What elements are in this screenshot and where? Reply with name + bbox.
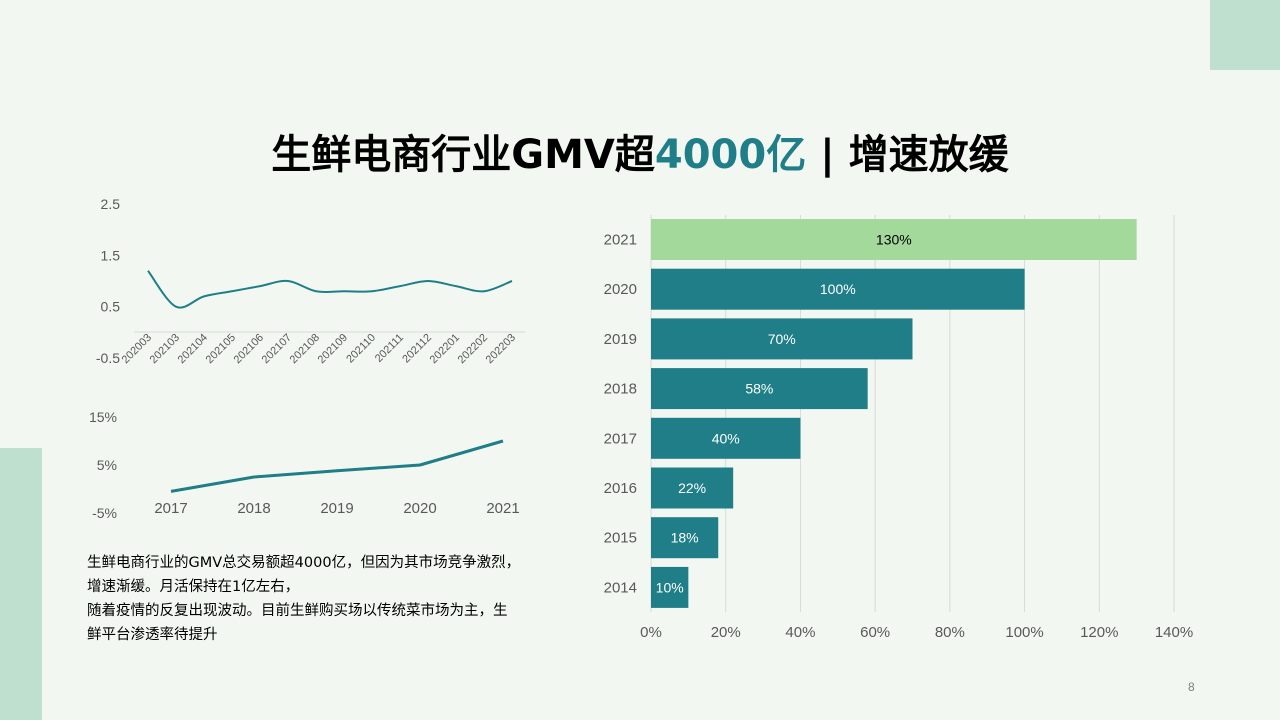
x-tick-label: 2020	[403, 500, 436, 517]
page-number: 8	[1188, 680, 1195, 694]
bar	[651, 517, 719, 559]
x-tick-label: 60%	[860, 624, 890, 641]
x-tick-label: 202202	[456, 332, 490, 366]
x-tick-label: 2021	[486, 500, 519, 517]
x-tick-label: 202108	[288, 332, 322, 366]
x-tick-label: 120%	[1080, 624, 1118, 641]
x-tick-label: 140%	[1155, 624, 1193, 641]
description-line: 鲜平台渗透率待提升	[87, 627, 218, 643]
bar	[651, 368, 868, 410]
bar	[651, 219, 1137, 260]
y-tick-label: -5%	[92, 505, 117, 521]
y-tick-label: 2021	[604, 232, 637, 249]
bar	[651, 566, 689, 608]
data-label: 18%	[671, 530, 699, 546]
y-tick-label: 2019	[604, 331, 637, 348]
x-tick-label: 202110	[344, 332, 378, 366]
title-main: 生鲜电商行业GMV超	[271, 132, 655, 178]
corner-decoration-bottom-left	[0, 448, 42, 720]
x-tick-label: 202107	[260, 332, 294, 366]
series-line	[147, 270, 513, 309]
y-tick-label: 15%	[89, 409, 117, 425]
x-tick-label: 20%	[711, 624, 741, 641]
growth-rate-line-chart: 15% 5% -5% 2017 2018 2019 2020 2021	[89, 409, 520, 521]
x-tick-label: 202104	[176, 332, 210, 366]
data-label: 100%	[820, 281, 856, 297]
description-text: 生鲜电商行业的GMV总交易额超4000亿，但因为其市场竞争激烈， 增速渐缓。月活…	[87, 551, 537, 647]
series-line	[170, 439, 504, 493]
x-tick-label: 202111	[373, 332, 406, 365]
x-tick-label: 2018	[237, 500, 270, 517]
y-tick-label: 2.5	[101, 196, 121, 212]
y-tick-label: 5%	[97, 457, 117, 473]
bar	[651, 417, 801, 459]
x-tick-label: 2019	[320, 500, 353, 517]
data-label: 70%	[768, 331, 796, 347]
y-tick-label: 2015	[604, 530, 637, 547]
x-tick-label: 40%	[785, 624, 815, 641]
y-tick-label: 2016	[604, 480, 637, 497]
x-tick-label: 202106	[232, 332, 266, 366]
x-tick-label: 202201	[428, 332, 462, 366]
description-line: 随着疫情的反复出现波动。目前生鲜购买场以传统菜市场为主，生	[87, 603, 508, 619]
data-label: 40%	[712, 430, 740, 446]
y-tick-label: 2020	[604, 281, 637, 298]
y-tick-label: 2018	[604, 381, 637, 398]
monthly-users-line-chart: 2.51.50.5-0.5 202003202103202104202105202…	[96, 196, 525, 366]
data-label: 58%	[745, 381, 773, 397]
bar	[651, 268, 1025, 310]
y-tick-label: 1.5	[101, 247, 121, 263]
bar	[651, 467, 734, 509]
slide-title: 生鲜电商行业GMV超4000亿 | 增速放缓	[0, 122, 1280, 180]
x-tick-label: 202203	[484, 332, 518, 366]
title-highlight: 4000亿	[654, 132, 807, 178]
gmv-growth-bar-chart: 0% 20% 40% 60% 80% 100% 120% 140% 2021 130% 2020 10…	[604, 215, 1193, 641]
y-tick-label: 0.5	[101, 299, 121, 315]
bar	[651, 318, 913, 360]
y-tick-label: -0.5	[96, 350, 120, 366]
data-label: 130%	[876, 232, 912, 248]
corner-decoration-top-right	[1210, 0, 1280, 70]
x-tick-label: 202003	[120, 332, 154, 366]
x-tick-label: 202112	[400, 332, 434, 366]
x-tick-label: 202103	[148, 332, 182, 366]
x-tick-label: 80%	[935, 624, 965, 641]
x-tick-label: 100%	[1005, 624, 1043, 641]
y-tick-label: 2017	[604, 430, 637, 447]
title-rest: | 增速放缓	[806, 132, 1009, 178]
x-tick-label: 0%	[640, 624, 662, 641]
x-tick-label: 202109	[316, 332, 350, 366]
description-line: 增速渐缓。月活保持在1亿左右，	[87, 579, 300, 595]
data-label: 22%	[678, 480, 706, 496]
data-label: 10%	[656, 579, 684, 595]
x-tick-label: 202105	[204, 332, 238, 366]
description-line: 生鲜电商行业的GMV总交易额超4000亿，但因为其市场竞争激烈，	[87, 555, 521, 571]
y-tick-label: 2014	[604, 579, 637, 596]
x-tick-label: 2017	[154, 500, 187, 517]
